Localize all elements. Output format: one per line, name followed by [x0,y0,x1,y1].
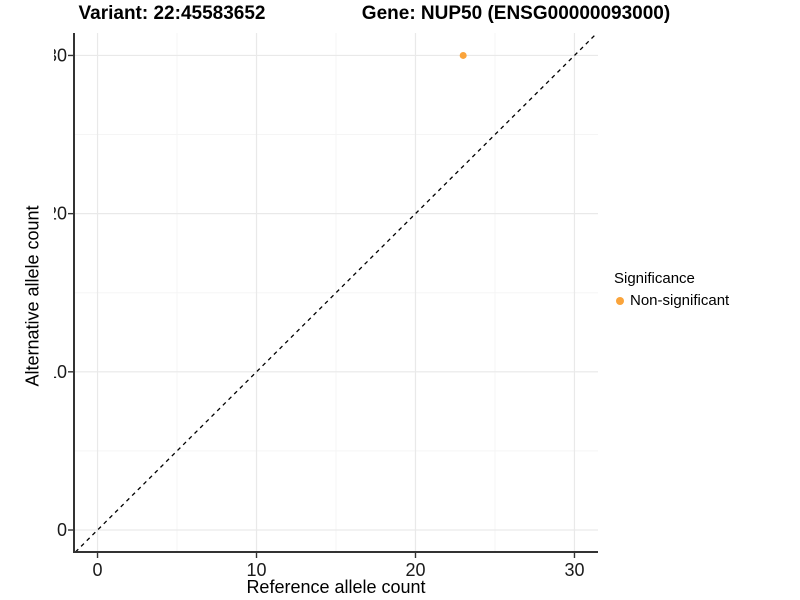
plot-panel: 0 10 20 30 0 10 20 30 [54,32,598,580]
y-tick-label: 30 [54,45,67,65]
plot-title-gene: Gene: NUP50 (ENSG00000093000) [361,3,671,24]
legend-title: Significance [614,270,695,287]
x-tick-label: 0 [93,560,103,580]
data-point [459,51,467,59]
y-tick-label: 20 [54,204,67,224]
legend-entries: Non-significant [614,292,729,309]
plot-title-variant: Variant: 22:45583652 [78,3,266,24]
x-tick-label: 10 [246,560,266,580]
y-tick-label: 10 [54,362,67,382]
y-axis-title: Alternative allele count [22,205,43,387]
y-tick-label: 0 [57,520,67,540]
legend-key-dot-icon [616,296,624,305]
legend-entry: Non-significant [614,292,729,309]
legend: Significance Non-significant [614,270,729,312]
x-axis-title: Reference allele count [246,577,426,597]
legend-entry-label: Non-significant [630,292,730,309]
identity-reference-line [74,32,598,553]
x-tick-label: 20 [405,560,425,580]
x-tick-label: 30 [564,560,584,580]
